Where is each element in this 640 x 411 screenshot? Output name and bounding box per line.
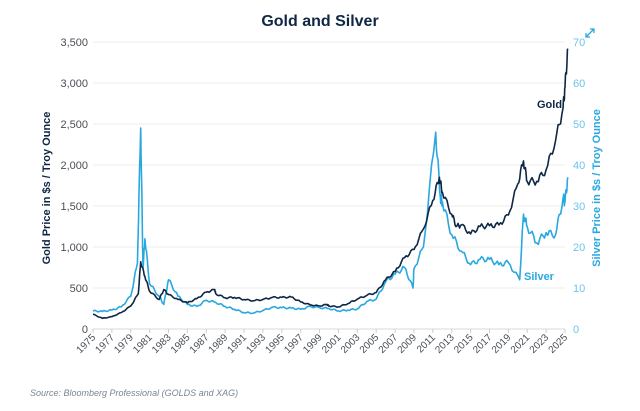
y2-tick-label: 10: [573, 283, 585, 295]
x-tick-label: 1983: [150, 332, 174, 356]
x-tick-label: 1993: [245, 332, 269, 356]
y2-tick-label: 0: [573, 324, 579, 336]
x-tick-label: 1995: [263, 332, 287, 356]
y2-axis-title: Silver Price in $s / Troy Ounce: [591, 109, 603, 267]
x-tick-label: 2023: [528, 332, 552, 356]
x-tick-label: 2003: [339, 332, 363, 356]
y-tick-label: 2,500: [60, 119, 88, 131]
y2-tick-label: 60: [573, 78, 585, 90]
x-tick-label: 2019: [490, 332, 514, 356]
x-tick-label: 2015: [452, 332, 476, 356]
chart-title: Gold and Silver: [261, 13, 378, 30]
x-tick-label: 2009: [396, 332, 420, 356]
x-tick-label: 1985: [169, 332, 193, 356]
x-tick-label: 2005: [358, 332, 382, 356]
x-tick-label: 1989: [207, 332, 231, 356]
y2-tick-label: 70: [573, 37, 585, 49]
x-tick-label: 2001: [320, 332, 344, 356]
x-tick-label: 2017: [471, 332, 495, 356]
x-tick-label: 2021: [509, 332, 533, 356]
y-tick-label: 3,000: [60, 78, 88, 90]
y2-tick-label: 20: [573, 242, 585, 254]
x-tick-label: 1975: [75, 332, 99, 356]
x-tick-label: 1997: [282, 332, 306, 356]
y-tick-label: 3,500: [60, 37, 88, 49]
silver-series-line: [92, 127, 569, 315]
gold-series-label: Gold: [537, 99, 562, 111]
x-tick-label: 1991: [226, 332, 250, 356]
y2-tick-label: 40: [573, 160, 585, 172]
source-note: Source: Bloomberg Professional (GOLDS an…: [30, 388, 239, 398]
x-tick-label: 2013: [433, 332, 457, 356]
gold-series-line: [92, 48, 569, 320]
y-tick-label: 2,000: [60, 160, 88, 172]
y-axis-title: Gold Price in $s / Troy Ounce: [41, 112, 53, 265]
x-tick-label: 2025: [547, 332, 571, 356]
y-tick-label: 1,500: [60, 201, 88, 213]
x-tick-label: 2007: [377, 332, 401, 356]
y2-tick-label: 50: [573, 119, 585, 131]
x-tick-label: 2011: [415, 332, 438, 355]
y-tick-label: 0: [82, 324, 88, 336]
silver-series-label: Silver: [524, 271, 555, 283]
x-tick-label: 1977: [93, 332, 117, 356]
y-tick-label: 1,000: [60, 242, 88, 254]
x-tick-label: 1999: [301, 332, 325, 356]
x-tick-label: 1981: [131, 332, 155, 356]
x-tick-label: 1987: [188, 332, 212, 356]
y-tick-label: 500: [70, 283, 88, 295]
expand-icon[interactable]: [585, 28, 595, 38]
x-tick-label: 1979: [112, 332, 136, 356]
y2-tick-label: 30: [573, 201, 585, 213]
